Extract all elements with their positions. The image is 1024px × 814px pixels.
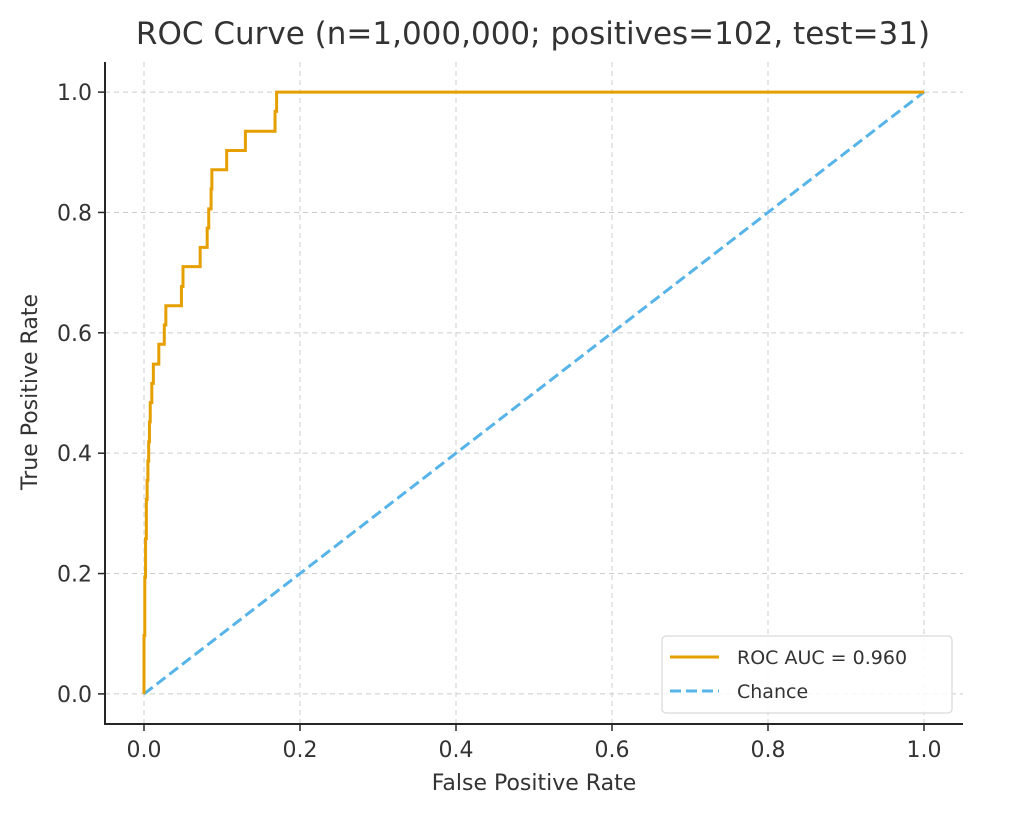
y-tick-label: 0.2	[57, 563, 92, 588]
roc-curve	[142, 90, 924, 694]
x-axis-label: False Positive Rate	[432, 771, 636, 796]
x-ticks: 0.0 0.2 0.4 0.6 0.8 1.0	[127, 724, 942, 763]
y-ticks: 0.0 0.2 0.4 0.6 0.8 1.0	[57, 81, 105, 708]
chart-title: ROC Curve (n=1,000,000; positives=102, t…	[136, 16, 930, 52]
y-tick-label: 0.4	[57, 442, 92, 467]
y-tick-label: 0.6	[57, 322, 92, 347]
legend-chance-label: Chance	[737, 681, 808, 703]
x-tick-label: 0.8	[751, 738, 786, 763]
y-axis-label: True Positive Rate	[18, 294, 43, 491]
x-tick-label: 0.4	[439, 738, 474, 763]
y-tick-label: 0.8	[57, 201, 92, 226]
x-tick-label: 0.0	[127, 738, 162, 763]
chance-line	[143, 90, 925, 696]
y-tick-label: 1.0	[57, 81, 92, 106]
axes	[104, 62, 963, 725]
x-tick-label: 0.2	[283, 738, 318, 763]
x-tick-label: 0.6	[595, 738, 630, 763]
y-tick-label: 0.0	[57, 683, 92, 708]
legend-box	[661, 635, 953, 714]
legend-roc-label: ROC AUC = 0.960	[737, 647, 907, 669]
plot-lines	[142, 90, 925, 696]
x-tick-label: 1.0	[907, 738, 942, 763]
legend: ROC AUC = 0.960 Chance	[661, 635, 953, 714]
